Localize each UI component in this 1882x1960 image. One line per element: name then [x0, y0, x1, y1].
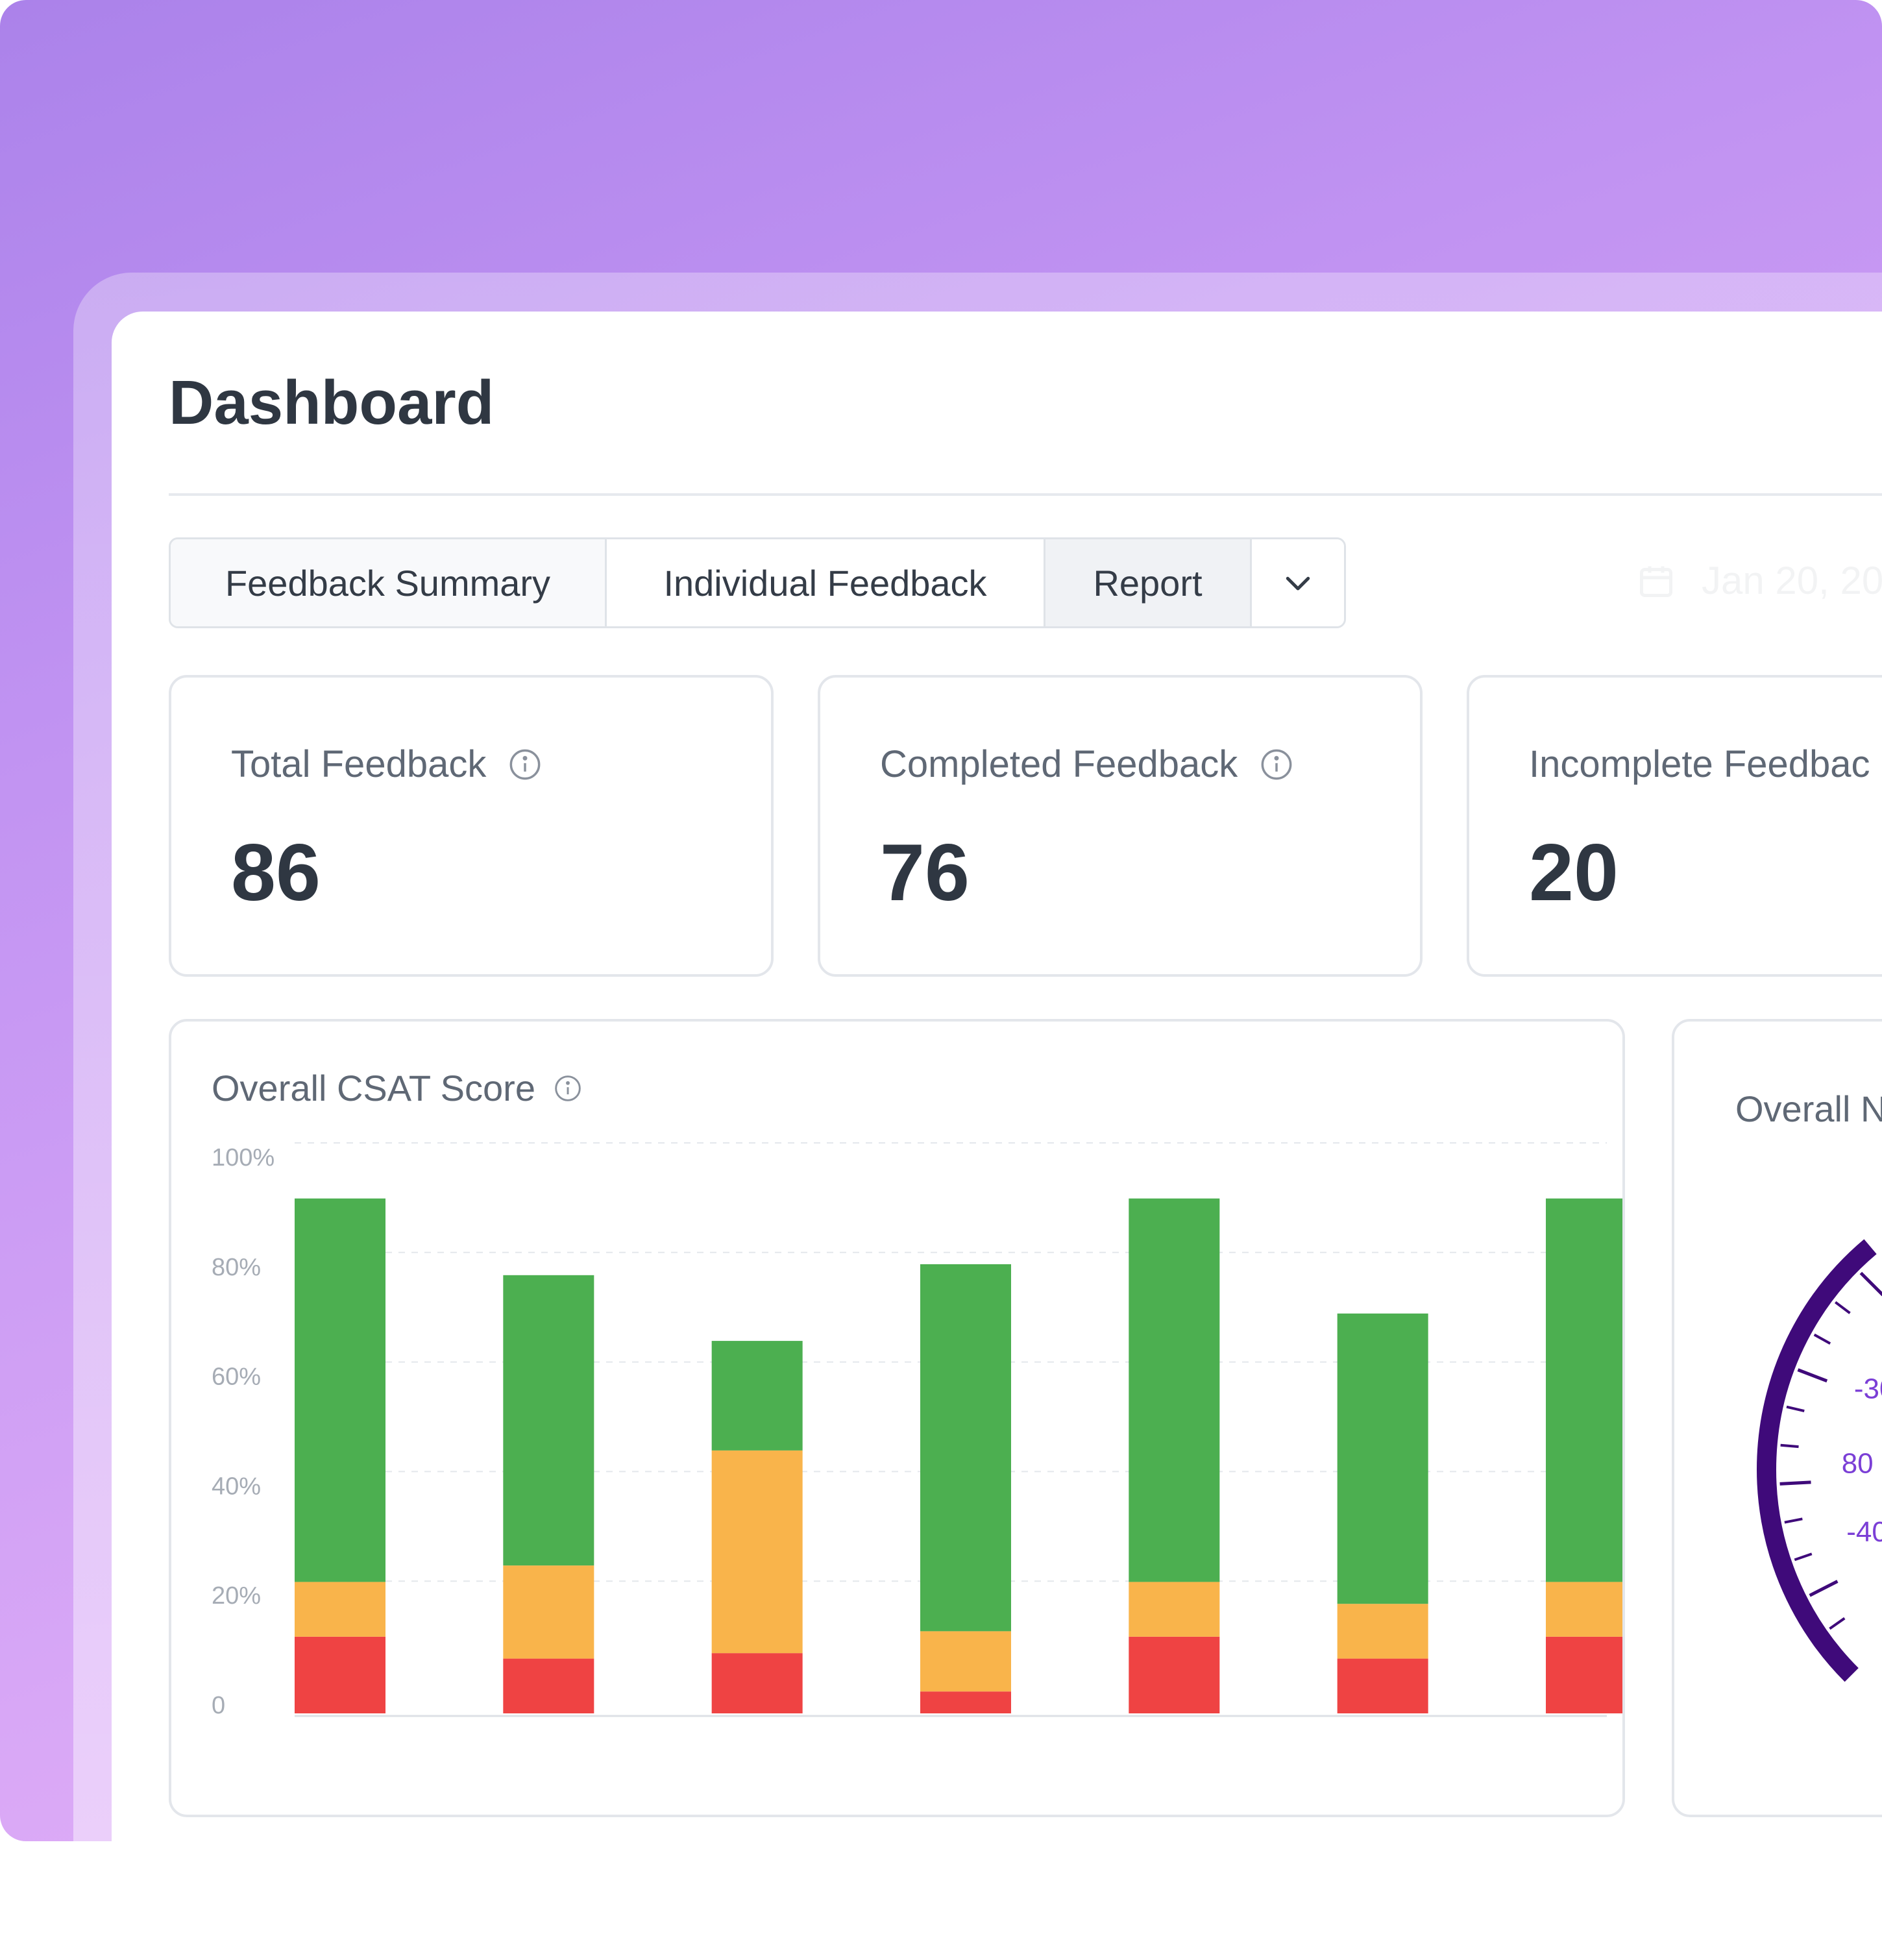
tab-more-dropdown[interactable]	[1252, 539, 1344, 626]
calendar-icon	[1640, 566, 1672, 597]
title-divider	[169, 493, 1882, 496]
bar-segment[interactable]	[503, 1565, 594, 1659]
bar-segment[interactable]	[920, 1631, 1011, 1692]
stat-card-completed: Completed Feedback 76	[818, 675, 1423, 977]
y-tick-label: 60%	[212, 1364, 261, 1391]
bar-segment[interactable]	[1129, 1198, 1220, 1582]
stat-value: 86	[231, 828, 321, 918]
gauge-tick	[1784, 1517, 1803, 1524]
stat-card-total: Total Feedback 86	[169, 675, 774, 977]
bar-segment[interactable]	[1546, 1636, 1622, 1713]
stat-value: 76	[880, 828, 970, 918]
bar-segment[interactable]	[1129, 1582, 1220, 1637]
nps-gauge-card: Overall N -3080-40-	[1672, 1019, 1882, 1817]
bar-segment[interactable]	[1546, 1582, 1622, 1637]
tab-individual-feedback[interactable]: Individual Feedback	[607, 539, 1045, 626]
bar-segment[interactable]	[295, 1582, 385, 1637]
chart-title: Overall CSAT Score	[212, 1067, 582, 1109]
nps-gauge: -3080-40-	[1757, 1239, 1882, 1682]
stat-label-text: Total Feedback	[231, 743, 487, 785]
gauge-tick	[1794, 1552, 1813, 1562]
bar-segment[interactable]	[1337, 1604, 1428, 1659]
gauge-tick	[1797, 1368, 1828, 1383]
gauge-tick-label: -30	[1854, 1373, 1882, 1405]
stat-label: Completed Feedback	[880, 742, 1293, 786]
bar-segment[interactable]	[503, 1275, 594, 1566]
gauge-tick	[1834, 1301, 1851, 1314]
gauge-tick	[1779, 1480, 1811, 1486]
gauge-tick-label: 80	[1842, 1447, 1874, 1479]
y-tick-label: 80%	[212, 1254, 261, 1281]
tab-report[interactable]: Report	[1045, 539, 1252, 626]
page-title: Dashboard	[169, 368, 495, 437]
gauge-tick-label: -40	[1846, 1516, 1882, 1548]
bar-segment[interactable]	[503, 1658, 594, 1713]
gauge-title: Overall N	[1735, 1088, 1882, 1129]
tab-feedback-summary[interactable]: Feedback Summary	[171, 539, 607, 626]
y-tick-label: 100%	[212, 1144, 275, 1171]
y-tick-label: 40%	[212, 1473, 261, 1500]
gauge-tick	[1813, 1333, 1831, 1345]
csat-bar-chart: 100% 80% 60% 40% 20% 0	[212, 1142, 1622, 1719]
bar-segment[interactable]	[920, 1691, 1011, 1713]
csat-chart-card: Overall CSAT Score 100% 80% 60% 40% 20% 0	[169, 1019, 1625, 1817]
date-range-picker[interactable]: Jan 20, 20	[1637, 558, 1882, 603]
stat-label: Incomplete Feedbac	[1529, 742, 1870, 786]
bar-segment[interactable]	[920, 1264, 1011, 1632]
stat-value: 20	[1529, 828, 1619, 918]
gauge-tick	[1780, 1443, 1799, 1449]
y-tick-label: 20%	[212, 1582, 261, 1610]
bar-segment[interactable]	[295, 1198, 385, 1582]
gauge-tick	[1859, 1271, 1882, 1297]
bar-segment[interactable]	[711, 1450, 803, 1654]
stat-label-text: Incomplete Feedbac	[1529, 743, 1870, 785]
chevron-down-icon	[1286, 576, 1310, 591]
bar-segment[interactable]	[295, 1636, 385, 1713]
bar-segment[interactable]	[711, 1341, 803, 1451]
chart-title-text: Overall CSAT Score	[212, 1068, 535, 1109]
gauge-tick	[1786, 1405, 1805, 1412]
gauge-tick	[1829, 1617, 1846, 1630]
bar-segment[interactable]	[1129, 1636, 1220, 1713]
info-icon[interactable]	[508, 748, 542, 781]
info-icon[interactable]	[1260, 748, 1293, 781]
gauge-arc	[1757, 1239, 1877, 1682]
bar-segment[interactable]	[1337, 1658, 1428, 1713]
stat-card-incomplete: Incomplete Feedbac 20	[1467, 675, 1882, 977]
stat-label-text: Completed Feedback	[880, 743, 1238, 785]
dashboard-panel: Dashboard Feedback Summary Individual Fe…	[112, 312, 1882, 1934]
bar-segment[interactable]	[1546, 1198, 1622, 1582]
date-range-text: Jan 20, 20	[1702, 559, 1882, 602]
gauge-tick	[1809, 1580, 1839, 1597]
bar-segment[interactable]	[1337, 1313, 1428, 1604]
y-tick-label: 0	[212, 1692, 225, 1719]
info-icon[interactable]	[554, 1074, 582, 1103]
tab-bar: Feedback Summary Individual Feedback Rep…	[169, 537, 1346, 628]
bar-segment[interactable]	[711, 1653, 803, 1713]
stat-label: Total Feedback	[231, 742, 542, 786]
